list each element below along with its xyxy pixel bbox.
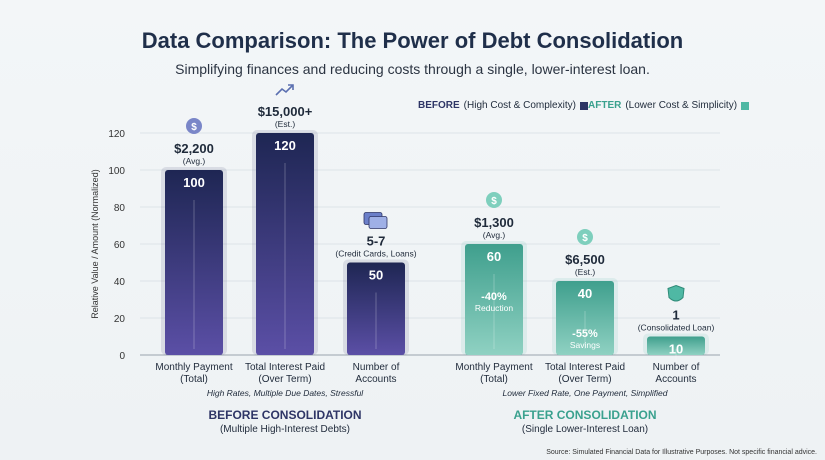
group-subtitle: (Single Lower-Interest Loan) <box>522 424 648 435</box>
x-category-label: Number of <box>653 362 700 373</box>
bar <box>165 170 223 355</box>
bar-annotation: $1,300 <box>474 215 514 230</box>
bar-annotation-sub: (Avg.) <box>483 230 506 240</box>
x-category-label: Monthly Payment <box>455 362 532 373</box>
legend-before-desc: (High Cost & Complexity) <box>463 100 576 111</box>
bar-annotation: 5-7 <box>367 234 386 249</box>
y-tick-label: 100 <box>108 166 125 177</box>
bar-annotation: 1 <box>672 308 679 323</box>
bar-annotation-sub: (Est.) <box>575 267 595 277</box>
trend-up-icon <box>275 84 294 96</box>
bar-value-label: 10 <box>669 342 683 357</box>
bar-annotation: $15,000+ <box>258 104 313 119</box>
group-title: BEFORE CONSOLIDATION <box>208 408 361 422</box>
bar <box>256 133 314 355</box>
bar-change-sublabel: Savings <box>570 340 600 350</box>
card-front <box>368 216 388 229</box>
shield-shape <box>667 284 685 302</box>
legend-before: BEFORE (High Cost & Complexity) <box>418 100 588 111</box>
dollar-circle <box>486 192 502 208</box>
group-subtitle: (Multiple High-Interest Debts) <box>220 424 350 435</box>
credit-cards-icon <box>363 212 388 229</box>
group-note: High Rates, Multiple Due Dates, Stressfu… <box>207 388 364 398</box>
y-tick-label: 120 <box>108 129 125 140</box>
y-axis-label: Relative Value / Amount (Normalized) <box>90 169 100 318</box>
source-note: Source: Simulated Financial Data for Ill… <box>546 449 817 456</box>
x-category-sublabel: Accounts <box>355 374 396 385</box>
bar-value-label: 50 <box>369 268 383 283</box>
bar-value-label: 40 <box>578 286 592 301</box>
shield-icon <box>667 284 685 302</box>
bar-annotation-sub: (Avg.) <box>183 156 206 166</box>
x-category-label: Monthly Payment <box>155 362 232 373</box>
y-tick-label: 20 <box>114 314 126 325</box>
group-note: Lower Fixed Rate, One Payment, Simplifie… <box>503 388 668 398</box>
x-category-label: Total Interest Paid <box>245 362 325 373</box>
group-title: AFTER CONSOLIDATION <box>513 408 656 422</box>
dollar-glyph: $ <box>191 122 197 133</box>
dollar-glyph: $ <box>582 233 588 244</box>
dollar-icon: $ <box>186 118 202 134</box>
legend-after-swatch <box>741 101 750 110</box>
bar-annotation-sub: (Credit Cards, Loans) <box>335 249 416 259</box>
x-category-sublabel: (Total) <box>480 374 508 385</box>
legend-before-swatch <box>579 101 588 110</box>
bar-value-label: 120 <box>274 138 296 153</box>
legend-after-label: AFTER <box>588 100 622 111</box>
x-category-sublabel: (Over Term) <box>258 374 311 385</box>
y-tick-label: 80 <box>114 203 126 214</box>
dollar-circle <box>577 229 593 245</box>
trend-arrowhead <box>288 84 294 90</box>
bar-annotation-sub: (Consolidated Loan) <box>638 323 715 333</box>
bar-change-label: -55% <box>572 328 598 340</box>
bar <box>465 244 523 355</box>
y-tick-label: 60 <box>114 240 126 251</box>
bar-annotation: $6,500 <box>565 252 605 267</box>
x-category-label: Total Interest Paid <box>545 362 625 373</box>
bar-annotation-sub: (Est.) <box>275 119 295 129</box>
x-category-sublabel: (Over Term) <box>558 374 611 385</box>
bar-annotation: $2,200 <box>174 141 214 156</box>
trend-line <box>275 84 294 96</box>
x-category-label: Number of <box>353 362 400 373</box>
legend-after-desc: (Lower Cost & Simplicity) <box>625 100 738 111</box>
dollar-glyph: $ <box>491 196 497 207</box>
bar <box>347 262 405 355</box>
legend-before-label: BEFORE <box>418 100 460 111</box>
dollar-icon: $ <box>486 192 502 208</box>
dollar-icon: $ <box>577 229 593 245</box>
chart-subtitle: Simplifying finances and reducing costs … <box>175 61 650 77</box>
legend-after: AFTER (Lower Cost & Simplicity) <box>588 100 750 111</box>
bar-change-label: -40% <box>481 291 507 303</box>
bar-value-label: 100 <box>183 175 205 190</box>
x-category-sublabel: Accounts <box>655 374 696 385</box>
y-tick-label: 40 <box>114 277 126 288</box>
chart-title: Data Comparison: The Power of Debt Conso… <box>141 28 684 53</box>
bar <box>647 336 705 355</box>
bar-value-label: 60 <box>487 249 501 264</box>
y-tick-label: 0 <box>119 351 125 362</box>
bar <box>556 281 614 355</box>
x-category-sublabel: (Total) <box>180 374 208 385</box>
dollar-circle <box>186 118 202 134</box>
bar-change-sublabel: Reduction <box>475 303 514 313</box>
